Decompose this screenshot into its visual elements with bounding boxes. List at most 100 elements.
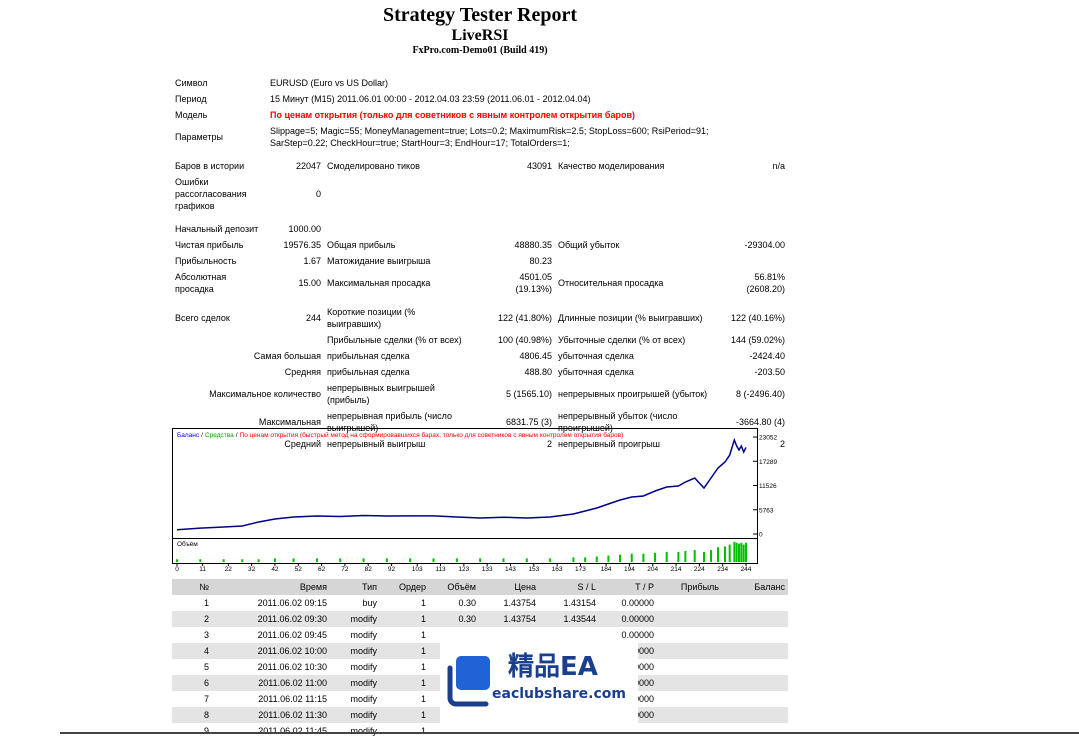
empty-cell	[657, 723, 722, 739]
trade-cell: 1	[420, 630, 426, 640]
trade-cell: 2011.06.02 10:00	[212, 643, 330, 659]
summary-row: Самая большая прибыльная сделка 4806.45 убы…	[172, 348, 788, 364]
empty-cell	[715, 221, 788, 237]
x-tick-label: 92	[388, 566, 396, 573]
field-value: 488.80	[524, 367, 552, 377]
empty-cell	[722, 659, 788, 675]
x-tick-label: 133	[482, 566, 493, 573]
empty-cell	[722, 595, 788, 611]
volume-bar	[273, 558, 276, 562]
trade-row: 2 2011.06.02 09:30 modify 1 0.30 1.43754 1.435…	[172, 611, 788, 627]
trade-cell: 1	[380, 611, 429, 627]
x-tick-label: 22	[225, 566, 233, 573]
empty-cell	[657, 627, 722, 643]
field-value: 100 (40.98%)	[497, 335, 552, 345]
field-value: 15.00	[298, 278, 321, 288]
field-label: Символ	[175, 78, 208, 88]
field-label: Баров в истории	[175, 161, 245, 171]
field-value: 2	[780, 439, 786, 449]
trade-cell: modify	[330, 643, 380, 659]
x-tick-label: 184	[601, 566, 612, 573]
volume-bar	[684, 551, 687, 562]
volume-bar	[619, 554, 622, 562]
field-label: Ошибки рассогласования графиков	[175, 177, 247, 211]
volume-bar	[654, 552, 657, 562]
field-label: непрерывный проигрыш	[558, 439, 660, 449]
legend-separator: /	[236, 432, 238, 439]
x-tick-label: 244	[741, 566, 752, 573]
trade-cell: 0.30	[429, 611, 479, 627]
field-label: убыточная сделка	[558, 367, 634, 377]
field-label: непрерывных проигрышей (убыток)	[558, 389, 708, 399]
spacer-cell	[172, 297, 788, 304]
empty-cell	[722, 627, 788, 643]
x-tick-label: 52	[295, 566, 303, 573]
summary-row: Всего сделок 244 Короткие позиции (% выигр…	[172, 304, 788, 332]
volume-bar	[693, 550, 696, 562]
field-label: Прибыльные сделки (% от всех)	[327, 335, 462, 345]
trade-cell: modify	[350, 694, 377, 704]
volume-bar	[717, 547, 720, 562]
volume-bar	[409, 558, 412, 562]
empty-cell	[474, 174, 555, 214]
field-label: Максимальная просадка	[327, 278, 431, 288]
x-tick-label: 103	[412, 566, 423, 573]
empty-cell	[657, 691, 722, 707]
volume-bar	[745, 542, 747, 562]
summary-row: Максимальная непрерывная прибыль (число в…	[172, 408, 788, 436]
x-tick-label: 234	[717, 566, 728, 573]
group-label: Максимальная	[258, 417, 321, 427]
volume-bar	[742, 544, 745, 562]
empty-cell	[722, 611, 788, 627]
trade-cell: 1	[420, 726, 426, 736]
trade-cell: 4	[172, 643, 212, 659]
empty-cell	[267, 332, 324, 348]
x-tick-label: 82	[365, 566, 373, 573]
empty-cell	[722, 707, 788, 723]
empty-cell	[172, 332, 267, 348]
x-tick-label: 11	[199, 566, 206, 573]
x-tick-label: 0	[175, 566, 179, 573]
summary-row: Ошибки рассогласования графиков 0	[172, 174, 788, 214]
y-tick-label: 11526	[759, 483, 777, 490]
x-tick-label: 153	[528, 566, 539, 573]
volume-bar	[257, 559, 260, 562]
trade-cell: modify	[350, 662, 377, 672]
trade-cell: 1	[203, 598, 209, 608]
field-value: EURUSD (Euro vs US Dollar)	[270, 78, 389, 88]
volume-bar	[724, 546, 727, 562]
trade-cell: modify	[330, 611, 380, 627]
server-info: FxPro.com-Demo01 (Build 419)	[412, 45, 548, 56]
field-label: Матожидание выигрыша	[327, 256, 431, 266]
field-label: Качество моделирования	[558, 161, 665, 171]
trade-row: 1 2011.06.02 09:15 buy 1 0.30 1.43754 1.43154 0…	[172, 595, 788, 611]
empty-cell	[324, 221, 474, 237]
volume-label: Объём	[177, 540, 198, 548]
summary-row: Средний непрерывный выигрыш 2 непрерывный п…	[172, 436, 788, 452]
volume-bar	[339, 558, 342, 562]
field-label: Начальный депозит	[175, 224, 259, 234]
summary-row: Максимальное количество непрерывных выигр…	[172, 380, 788, 408]
empty-cell	[474, 221, 555, 237]
summary-row: Прибыльность 1.67 Матожидание выигрыша 80.2…	[172, 253, 788, 269]
field-value: 1000.00	[288, 224, 321, 234]
field-value: 2	[546, 439, 552, 449]
spacer	[172, 151, 788, 158]
trade-cell: 2011.06.02 11:15	[258, 694, 327, 704]
empty-cell	[555, 253, 715, 269]
volume-bar	[728, 544, 731, 562]
field-label: Общая прибыль	[327, 240, 396, 250]
column-header: S / L	[539, 579, 599, 595]
trade-cell: 2011.06.02 11:30	[212, 707, 330, 723]
y-tick-label: 5763	[759, 507, 774, 514]
field-label: Убыточные сделки (% от всех)	[558, 335, 686, 345]
trade-cell: 2011.06.02 11:45	[258, 726, 327, 736]
empty-cell	[657, 707, 722, 723]
trade-cell: modify	[330, 675, 380, 691]
volume-frame	[172, 538, 758, 564]
empty-cell	[324, 174, 474, 214]
field-label: непрерывных выигрышей (прибыль)	[327, 383, 435, 405]
column-header: Объём	[429, 579, 479, 595]
group-label: Средняя	[284, 367, 321, 377]
trade-cell: 2011.06.02 09:30	[212, 611, 330, 627]
